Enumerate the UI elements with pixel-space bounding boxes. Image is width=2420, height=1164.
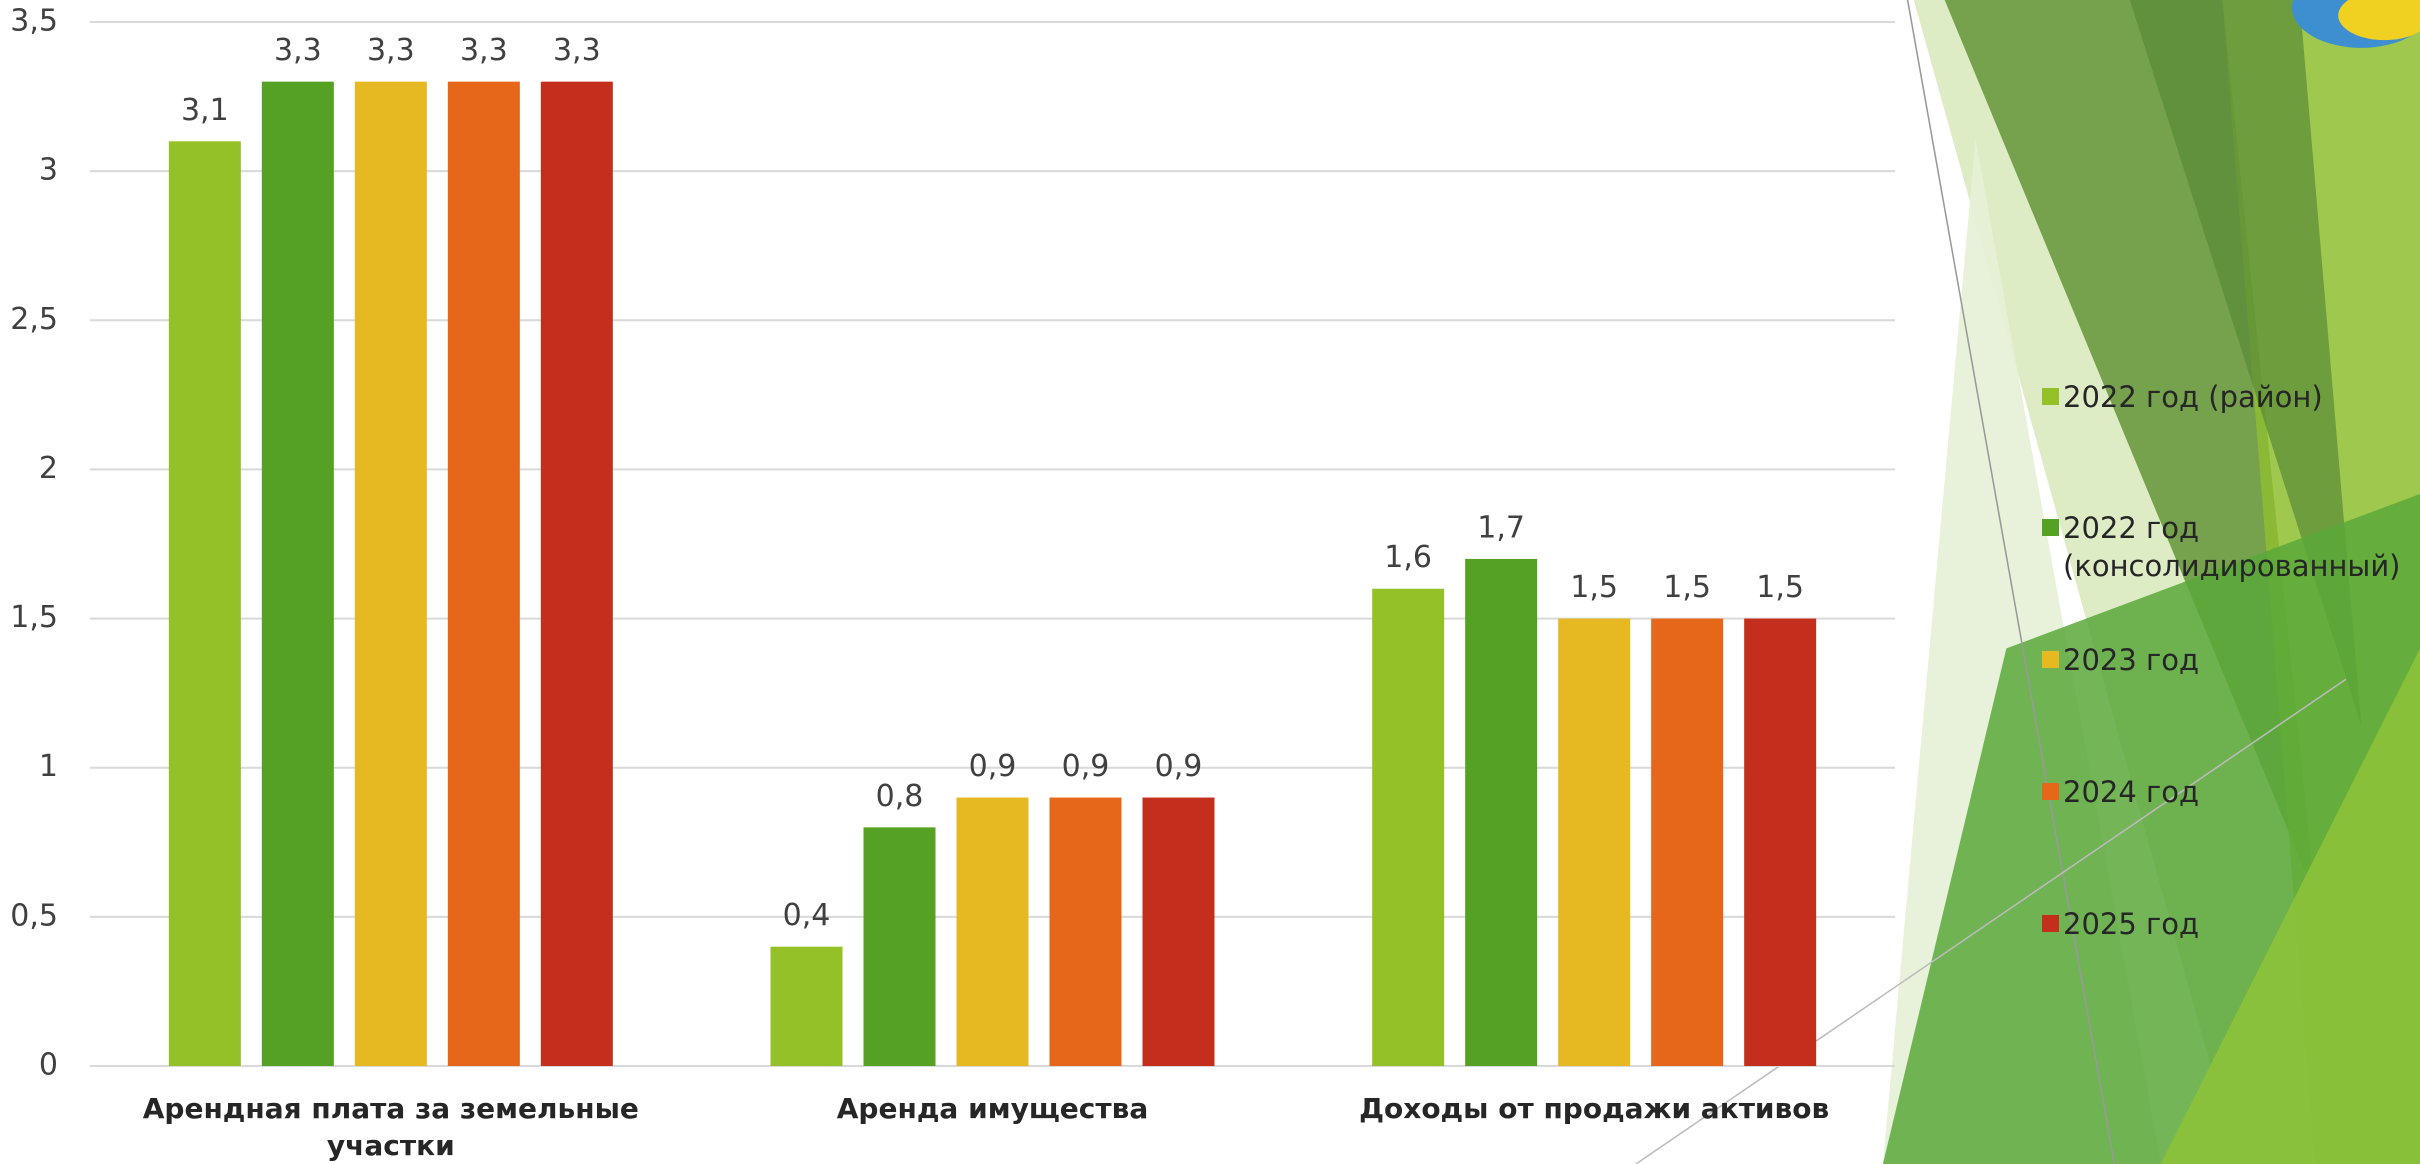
data-label: 3,3	[460, 33, 508, 68]
legend-label: 2024 год	[2063, 775, 2200, 809]
data-label: 1,6	[1384, 540, 1432, 575]
legend-swatch	[2042, 651, 2059, 668]
y-tick-label: 2	[39, 451, 58, 486]
bar	[956, 797, 1029, 1066]
legend-item: 2024 год	[2042, 773, 2412, 811]
bar	[863, 827, 936, 1066]
legend-label: 2025 год	[2063, 907, 2200, 941]
data-label: 3,3	[553, 33, 601, 68]
legend-swatch	[2042, 915, 2059, 932]
y-tick-label: 0,5	[10, 898, 58, 933]
legend-label: 2022 год (район)	[2063, 380, 2323, 414]
data-label: 3,3	[367, 33, 415, 68]
x-tick-label: Аренда имущества	[836, 1092, 1149, 1125]
legend-item: 2023 год	[2042, 641, 2412, 679]
legend-swatch	[2042, 519, 2059, 536]
data-label: 0,8	[876, 779, 924, 814]
x-tick-label: Арендная плата за земельные участки	[142, 1092, 639, 1162]
data-label: 1,7	[1477, 510, 1525, 545]
y-tick-label: 0	[39, 1048, 58, 1083]
data-label: 0,9	[1155, 749, 1203, 784]
bar	[1372, 588, 1445, 1066]
y-tick-label: 2,5	[10, 302, 58, 337]
y-tick-label: 1,5	[10, 600, 58, 635]
bar	[168, 141, 241, 1067]
legend-item: 2025 год	[2042, 905, 2412, 943]
y-tick-label: 3,5	[10, 4, 58, 39]
data-label: 0,9	[1062, 749, 1110, 784]
data-label: 3,1	[181, 93, 229, 128]
legend-swatch	[2042, 783, 2059, 800]
data-label: 1,5	[1570, 570, 1618, 605]
bar	[1558, 618, 1631, 1066]
legend-label: 2023 год	[2063, 643, 2200, 677]
data-label: 0,4	[783, 898, 831, 933]
legend-label: 2022 год (консолидированный)	[2063, 511, 2401, 583]
bar	[447, 81, 520, 1066]
bar	[540, 81, 613, 1066]
legend-item: 2022 год (консолидированный)	[2042, 509, 2412, 585]
bar	[1465, 558, 1538, 1066]
legend-item: 2022 год (район)	[2042, 378, 2412, 416]
bar	[770, 946, 843, 1066]
y-tick-label: 1	[39, 749, 58, 784]
data-label: 1,5	[1756, 570, 1804, 605]
bar	[261, 81, 334, 1066]
bar	[354, 81, 427, 1066]
bar	[1049, 797, 1122, 1066]
bar	[1744, 618, 1817, 1066]
y-tick-label: 3	[39, 153, 58, 188]
bar	[1651, 618, 1724, 1066]
legend-swatch	[2042, 388, 2059, 405]
data-label: 3,3	[274, 33, 322, 68]
bar	[1142, 797, 1215, 1066]
x-tick-label: Доходы от продажи активов	[1359, 1092, 1830, 1125]
data-label: 0,9	[969, 749, 1017, 784]
data-label: 1,5	[1663, 570, 1711, 605]
